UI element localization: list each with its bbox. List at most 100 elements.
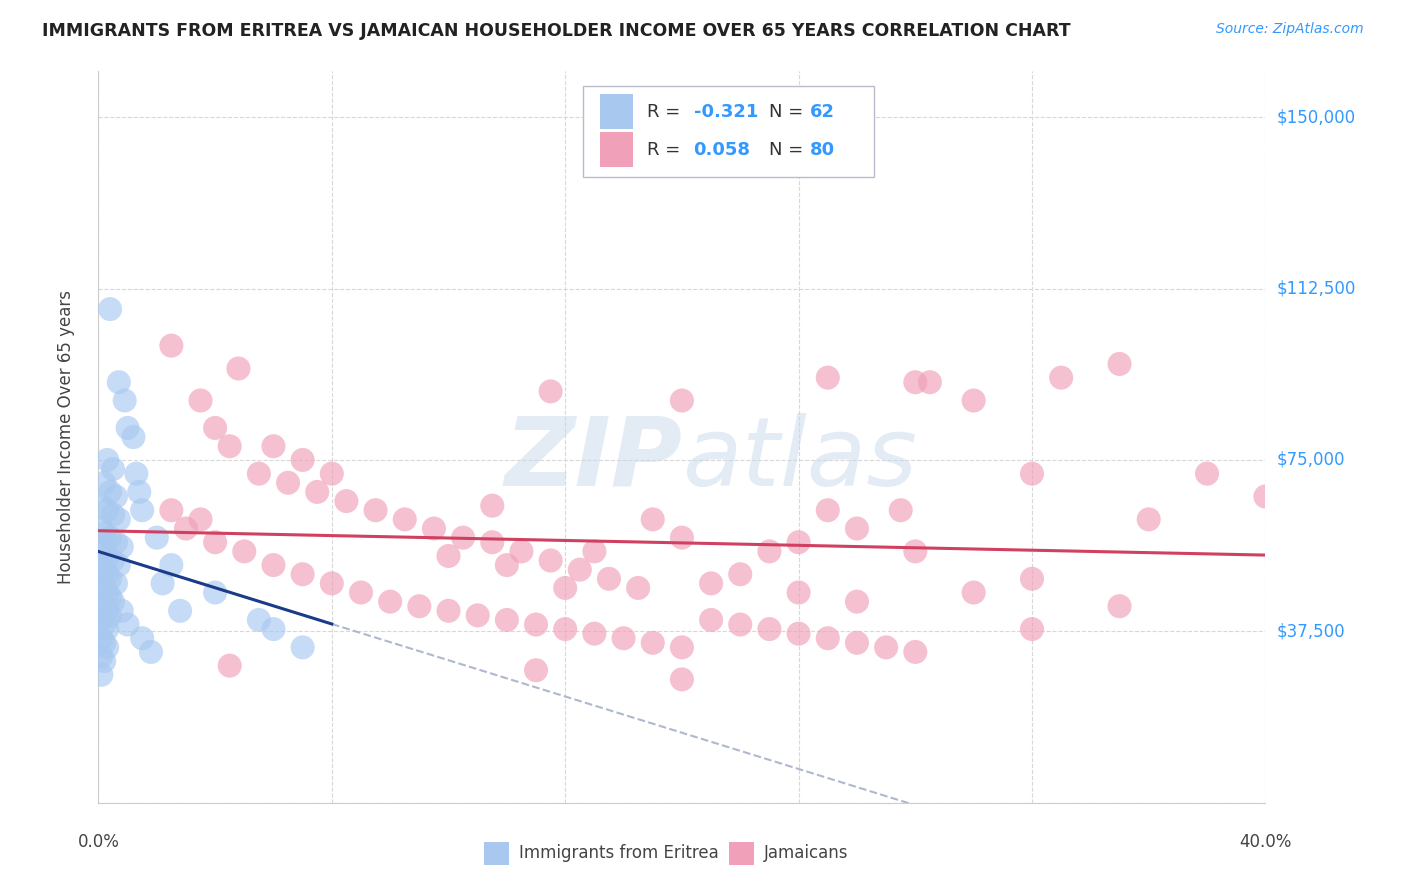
Point xyxy=(583,626,606,640)
Text: atlas: atlas xyxy=(682,412,917,506)
Point xyxy=(758,544,780,558)
Point xyxy=(93,581,115,595)
Point xyxy=(962,393,984,408)
Point xyxy=(139,645,162,659)
Point xyxy=(98,484,121,499)
Text: R =: R = xyxy=(647,141,686,159)
Point xyxy=(890,503,912,517)
Point xyxy=(96,567,118,582)
Point xyxy=(380,594,402,608)
Text: 0.0%: 0.0% xyxy=(77,833,120,851)
Point xyxy=(190,393,212,408)
Point xyxy=(111,604,134,618)
Point xyxy=(554,622,576,636)
Point xyxy=(700,576,723,591)
Point xyxy=(96,453,118,467)
Point xyxy=(350,585,373,599)
Point xyxy=(90,576,112,591)
Point xyxy=(758,622,780,636)
Point xyxy=(160,338,183,352)
Point xyxy=(174,521,197,535)
Y-axis label: Householder Income Over 65 years: Householder Income Over 65 years xyxy=(56,290,75,584)
FancyBboxPatch shape xyxy=(484,841,509,865)
Point xyxy=(481,535,503,549)
Point xyxy=(321,576,343,591)
Point xyxy=(111,540,134,554)
Point xyxy=(641,512,664,526)
Point xyxy=(904,645,927,659)
Point xyxy=(96,604,118,618)
Point xyxy=(108,512,131,526)
Point xyxy=(108,375,131,389)
Text: -0.321: -0.321 xyxy=(693,103,758,120)
Point xyxy=(98,572,121,586)
Point xyxy=(96,622,118,636)
Point xyxy=(291,640,314,655)
Point xyxy=(117,421,139,435)
Point xyxy=(918,375,941,389)
Point xyxy=(204,585,226,599)
Point xyxy=(152,576,174,591)
Point xyxy=(218,658,240,673)
Text: $112,500: $112,500 xyxy=(1277,279,1355,298)
Point xyxy=(1108,599,1130,614)
Point xyxy=(90,521,112,535)
Point xyxy=(524,663,547,677)
Point xyxy=(101,508,124,522)
Point xyxy=(101,553,124,567)
Point xyxy=(671,640,693,655)
Point xyxy=(90,667,112,681)
FancyBboxPatch shape xyxy=(600,94,633,129)
Text: R =: R = xyxy=(647,103,686,120)
Point xyxy=(904,375,927,389)
Text: N =: N = xyxy=(769,141,810,159)
Point xyxy=(817,632,839,646)
Point xyxy=(291,567,314,582)
Point xyxy=(962,585,984,599)
Point xyxy=(125,467,148,481)
Point xyxy=(108,558,131,573)
FancyBboxPatch shape xyxy=(582,86,875,178)
Point xyxy=(247,613,270,627)
Point xyxy=(730,617,752,632)
Point xyxy=(104,490,127,504)
Point xyxy=(93,526,115,541)
Point xyxy=(321,467,343,481)
Point xyxy=(481,499,503,513)
Point xyxy=(817,370,839,384)
Point xyxy=(104,576,127,591)
Point xyxy=(437,604,460,618)
Point xyxy=(496,613,519,627)
Point xyxy=(671,531,693,545)
Point xyxy=(1254,490,1277,504)
Point xyxy=(451,531,474,545)
FancyBboxPatch shape xyxy=(728,841,754,865)
Point xyxy=(98,301,121,317)
Point xyxy=(128,484,150,499)
Point xyxy=(93,475,115,490)
Point xyxy=(700,613,723,627)
Point xyxy=(104,535,127,549)
Text: 62: 62 xyxy=(810,103,835,120)
Point xyxy=(114,393,136,408)
Point xyxy=(787,585,810,599)
Text: 40.0%: 40.0% xyxy=(1239,833,1292,851)
Point xyxy=(90,499,112,513)
Point xyxy=(846,521,869,535)
Point xyxy=(524,617,547,632)
Text: IMMIGRANTS FROM ERITREA VS JAMAICAN HOUSEHOLDER INCOME OVER 65 YEARS CORRELATION: IMMIGRANTS FROM ERITREA VS JAMAICAN HOUS… xyxy=(42,22,1071,40)
Point xyxy=(93,563,115,577)
Point xyxy=(98,531,121,545)
Point xyxy=(96,503,118,517)
Point xyxy=(160,558,183,573)
Point xyxy=(233,544,256,558)
Point xyxy=(1021,622,1043,636)
Point xyxy=(131,503,153,517)
Point xyxy=(1195,467,1218,481)
Point xyxy=(510,544,533,558)
Point xyxy=(277,475,299,490)
Point xyxy=(101,462,124,476)
Point xyxy=(291,453,314,467)
Text: Immigrants from Eritrea: Immigrants from Eritrea xyxy=(519,844,718,862)
Point xyxy=(671,393,693,408)
